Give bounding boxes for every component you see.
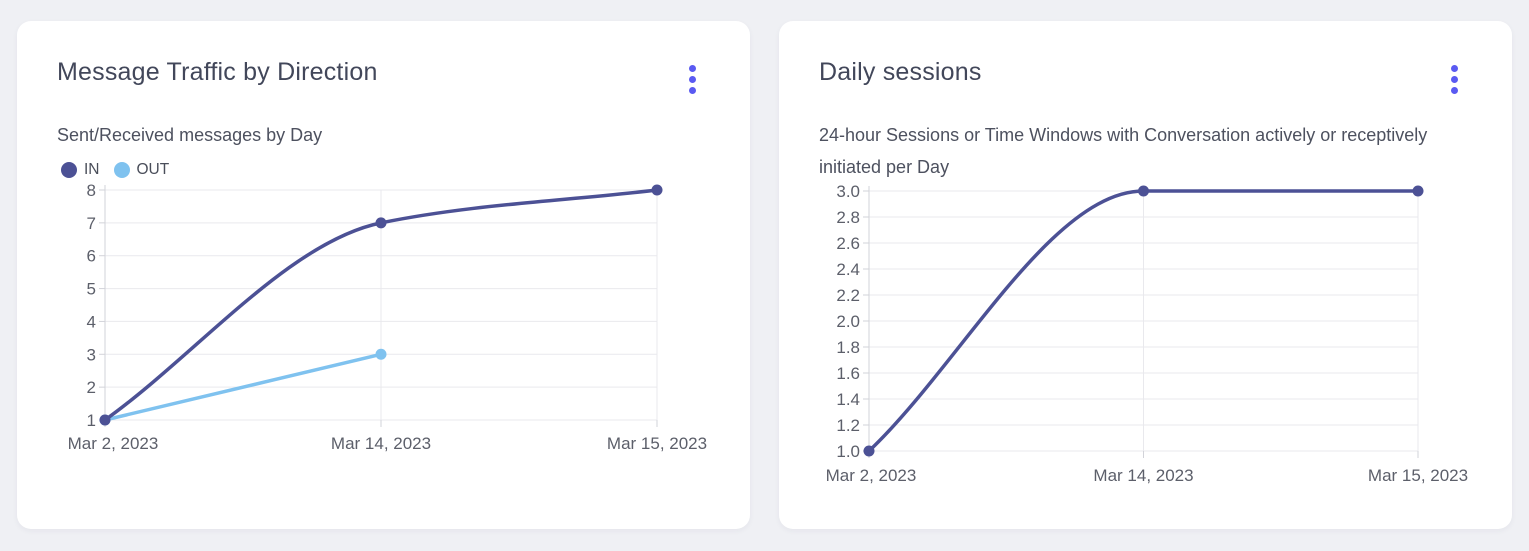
card-menu-button[interactable] (1440, 59, 1468, 99)
svg-text:7: 7 (87, 214, 96, 233)
svg-text:2.2: 2.2 (836, 286, 860, 305)
svg-text:2.8: 2.8 (836, 208, 860, 227)
card-menu-button[interactable] (678, 59, 706, 99)
message-traffic-card: Message Traffic by Direction Sent/Receiv… (17, 21, 750, 529)
chart-legend: IN OUT (61, 161, 169, 179)
svg-text:3.0: 3.0 (836, 182, 860, 201)
card-title: Daily sessions (819, 58, 982, 86)
svg-text:1.8: 1.8 (836, 338, 860, 357)
legend-item-out: OUT (113, 161, 170, 179)
svg-text:1.2: 1.2 (836, 416, 860, 435)
svg-text:4: 4 (87, 312, 96, 331)
legend-swatch-in (61, 162, 77, 178)
card-subtitle: 24-hour Sessions or Time Windows with Co… (819, 125, 1428, 177)
legend-item-in: IN (61, 161, 100, 179)
svg-text:Mar 2, 2023: Mar 2, 2023 (68, 434, 159, 453)
message-traffic-line-chart: 1 2 3 4 5 6 7 8 Mar 2, 2023 Mar 14, 2023 Mar 15, 2… (68, 181, 707, 453)
svg-text:2.6: 2.6 (836, 234, 860, 253)
svg-text:Mar 14, 2023: Mar 14, 2023 (1093, 466, 1193, 485)
svg-text:1: 1 (87, 411, 96, 430)
card-subtitle: Sent/Received messages by Day (57, 125, 323, 145)
svg-text:Mar 15, 2023: Mar 15, 2023 (607, 434, 707, 453)
svg-text:6: 6 (87, 247, 96, 266)
svg-text:Mar 14, 2023: Mar 14, 2023 (331, 434, 431, 453)
svg-text:1.0: 1.0 (836, 442, 860, 461)
legend-label-in: IN (84, 161, 100, 178)
card-title: Message Traffic by Direction (57, 58, 378, 86)
daily-sessions-line-chart: 1.0 1.2 1.4 1.6 1.8 2.0 2.2 2.4 2.6 2.8 3.0 Mar 2, … (826, 182, 1468, 485)
kebab-menu-icon (688, 64, 696, 94)
legend-label-out: OUT (136, 161, 170, 178)
svg-text:2: 2 (87, 378, 96, 397)
kebab-menu-icon (1450, 64, 1458, 94)
svg-text:Mar 15, 2023: Mar 15, 2023 (1368, 466, 1468, 485)
svg-text:1.4: 1.4 (836, 390, 860, 409)
legend-swatch-out (113, 162, 130, 178)
daily-sessions-card: Daily sessions 24-hour Sessions or Time … (779, 21, 1512, 529)
svg-text:Mar 2, 2023: Mar 2, 2023 (826, 466, 917, 485)
svg-text:2.0: 2.0 (836, 312, 860, 331)
svg-text:5: 5 (87, 280, 96, 299)
svg-text:3: 3 (87, 345, 96, 364)
svg-text:1.6: 1.6 (836, 364, 860, 383)
svg-text:8: 8 (87, 181, 96, 200)
svg-text:2.4: 2.4 (836, 260, 860, 279)
